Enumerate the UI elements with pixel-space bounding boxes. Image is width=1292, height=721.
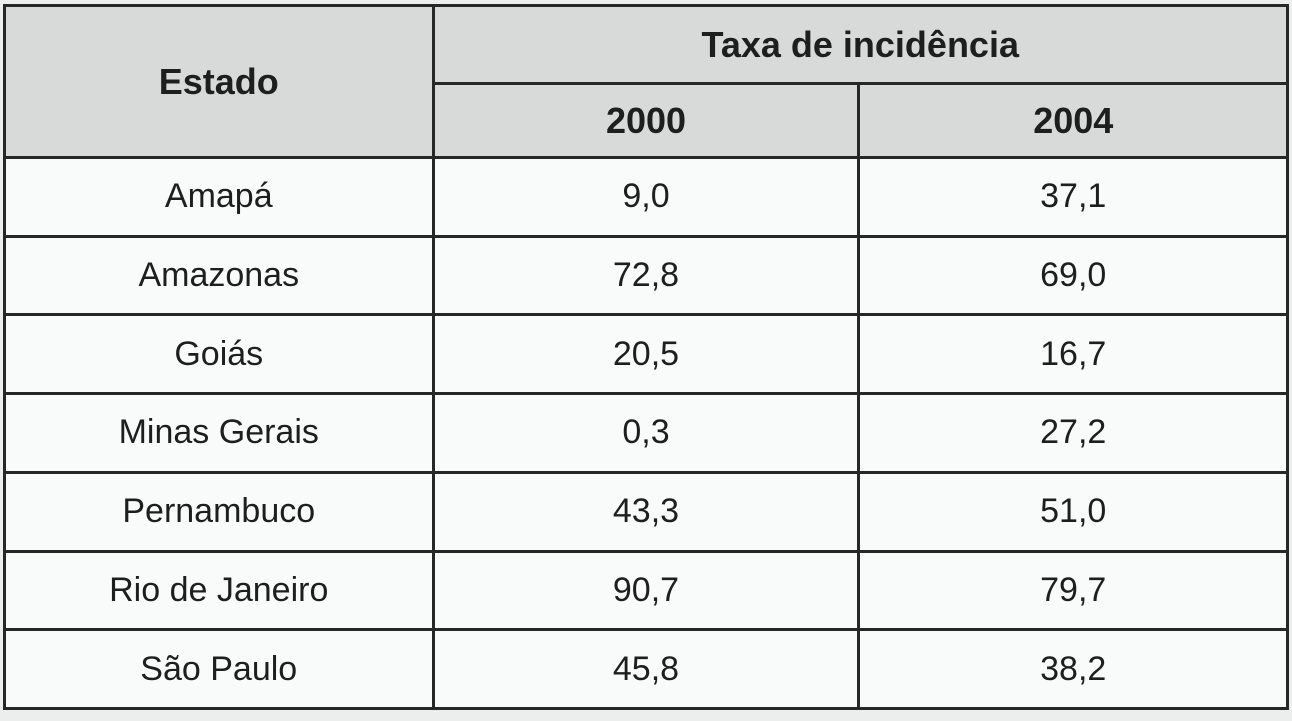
cell-estado: São Paulo <box>3 628 435 710</box>
cell-2000: 43,3 <box>431 470 861 553</box>
cell-2000: 90,7 <box>431 549 861 632</box>
incidence-table: Estado Taxa de incidência 2000 2004 Amap… <box>3 4 1290 710</box>
column-header-estado: Estado <box>3 4 435 159</box>
table-row: São Paulo 45,8 38,2 <box>3 628 1289 710</box>
cell-2004: 16,7 <box>857 313 1289 396</box>
cell-2004: 69,0 <box>857 234 1289 317</box>
cell-2000: 9,0 <box>431 156 861 238</box>
column-header-2000: 2000 <box>431 82 861 159</box>
table-row: Pernambuco 43,3 51,0 <box>3 470 1289 553</box>
cell-2000: 20,5 <box>431 313 861 396</box>
header-row-years: 2000 2004 <box>5 82 1289 159</box>
cell-estado: Rio de Janeiro <box>3 549 435 632</box>
cell-2004: 38,2 <box>857 628 1289 710</box>
table-row: Rio de Janeiro 90,7 79,7 <box>3 549 1289 632</box>
cell-estado: Amazonas <box>3 234 435 317</box>
cell-2000: 45,8 <box>431 628 861 710</box>
column-header-taxa-de-incidencia: Taxa de incidência <box>431 4 1290 85</box>
table-row: Minas Gerais 0,3 27,2 <box>3 392 1289 474</box>
cell-2004: 51,0 <box>857 470 1289 553</box>
cell-estado: Goiás <box>3 313 435 396</box>
header-row-group: Estado Taxa de incidência <box>3 4 1290 159</box>
cell-2004: 37,1 <box>857 156 1289 238</box>
cell-2000: 0,3 <box>431 392 861 474</box>
cell-2004: 79,7 <box>857 549 1289 632</box>
column-header-2004: 2004 <box>857 82 1289 159</box>
cell-estado: Pernambuco <box>3 470 435 553</box>
cell-estado: Amapá <box>3 156 435 238</box>
table-row: Goiás 20,5 16,7 <box>3 313 1289 396</box>
cell-2004: 27,2 <box>857 392 1289 474</box>
table-row: Amazonas 72,8 69,0 <box>3 234 1289 317</box>
cell-estado: Minas Gerais <box>3 392 435 474</box>
cell-2000: 72,8 <box>431 234 861 317</box>
table-row: Amapá 9,0 37,1 <box>3 156 1289 238</box>
